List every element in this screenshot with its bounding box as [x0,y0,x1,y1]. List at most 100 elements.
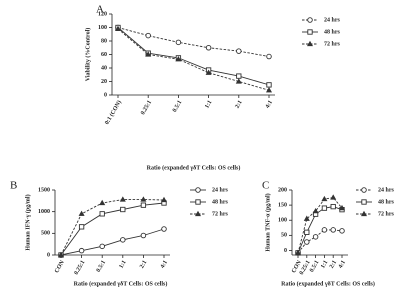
marker [99,243,105,250]
marker [99,211,105,217]
legend-label: 24 hrs [324,17,341,23]
marker [338,204,346,211]
marker [175,56,182,62]
y-tick-label: 80 [101,38,107,44]
y-tick-label: 50 [281,233,287,239]
marker [330,194,337,200]
x-tick-label: 2:1 [139,260,148,270]
marker [321,205,328,211]
legend-label: 24 hrs [212,187,229,193]
x-tick-label: 1:1 [119,260,128,270]
x-tick-label: 0.25:1 [140,100,153,116]
legend-label: 48 hrs [324,29,341,35]
x-tick-label: CON [54,259,66,274]
marker [235,78,242,84]
y-tick-label: 0 [47,252,50,258]
marker [360,210,368,217]
legend-label: 48 hrs [378,199,395,205]
series-line [117,27,270,57]
legend-label: 72 hrs [324,41,341,47]
marker [266,53,272,60]
marker [140,196,147,202]
y-tick-label: 150 [278,202,287,208]
x-tick-label: 0.5:1 [96,260,107,274]
marker [321,195,328,202]
series-line [117,27,270,86]
panel-letter: A [96,4,104,16]
marker [195,199,201,205]
marker [140,202,147,208]
x-tick-label: 2:1 [235,100,244,110]
x-tick-label: 4:1 [160,260,169,270]
legend-label: 48 hrs [212,199,229,205]
marker [304,239,310,245]
marker [361,187,367,193]
y-tick-label: 0 [104,92,107,98]
marker [303,215,310,221]
x-tick-label: 1:1 [204,100,213,110]
marker [175,39,182,46]
y-tick-label: 60 [101,52,107,58]
marker [161,226,167,232]
marker [304,229,310,235]
marker [114,25,122,31]
y-axis-title: Human TNF-α (pg/ml) [264,193,271,251]
marker [306,40,314,47]
y-tick-label: 120 [98,11,107,17]
marker [78,210,85,216]
panel-letter: C [262,180,269,192]
y-axis-title: Viability (%Control) [84,28,91,82]
marker [145,51,152,57]
x-tick-label: 0.5:1 [172,100,183,114]
x-tick-label: 1:1 [320,260,329,270]
x-tick-label: 4:1 [265,100,274,110]
marker [120,206,126,213]
x-axis-title: Ratio (expanded γδT Cells: OS cells) [147,164,241,171]
marker [57,251,65,258]
marker [339,228,345,234]
x-tick-label: 2:1 [329,260,338,270]
x-tick-label: 0.25:1 [74,260,87,276]
series-line [60,199,165,256]
series-line [60,202,165,256]
y-tick-label: 1000 [38,209,50,215]
marker [265,87,273,93]
marker [194,210,202,217]
marker [236,73,242,79]
series-line [60,228,165,256]
marker [119,196,126,202]
marker [205,45,212,51]
y-tick-label: 40 [101,65,107,71]
y-axis-title: Human IFN-γ (pg/ml) [24,194,31,250]
y-tick-label: 100 [278,218,287,224]
marker [120,237,126,243]
y-tick-label: 500 [41,231,50,237]
x-tick-label: 4:1 [338,260,347,270]
marker [236,48,242,54]
marker [99,199,106,206]
marker [145,32,151,39]
panel-letter: B [10,180,17,192]
x-tick-label: 0.5:1 [309,260,320,274]
marker [140,232,147,239]
marker [78,224,85,230]
marker [307,29,313,35]
y-tick-label: 0 [284,248,287,254]
legend-label: 24 hrs [378,187,395,193]
marker [160,196,168,203]
y-tick-label: 100 [98,25,107,31]
marker [266,82,272,88]
marker [361,199,367,205]
marker [205,69,212,75]
legend-label: 72 hrs [378,211,395,217]
y-tick-label: 200 [278,187,287,193]
x-axis-title: Ratio (expanded γδT Cells: OS cells) [281,280,375,287]
marker [294,249,302,255]
marker [330,227,336,233]
marker [330,203,336,210]
x-tick-label: 0:1 (CON) [103,99,122,126]
marker [307,17,313,23]
marker [195,187,201,193]
marker [321,227,328,233]
y-tick-label: 20 [101,79,107,85]
